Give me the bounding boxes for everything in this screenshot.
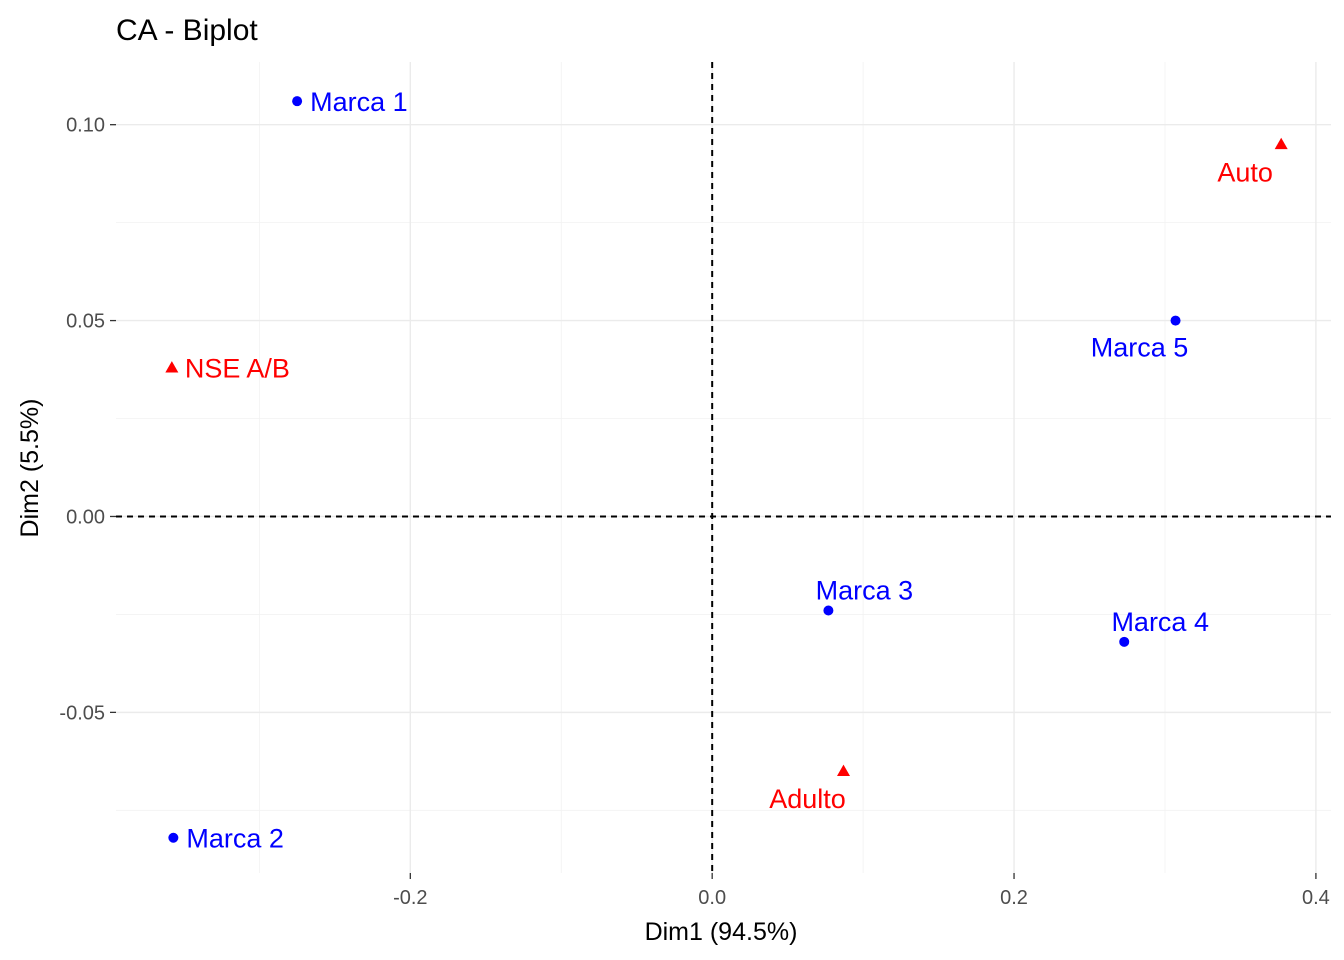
y-tick-label: 0.05 bbox=[66, 311, 105, 333]
point-circle bbox=[1170, 315, 1181, 326]
reference-lines bbox=[116, 62, 1331, 873]
point-triangle bbox=[1274, 137, 1288, 150]
point-triangle bbox=[165, 361, 179, 373]
x-tick-label: 0.4 bbox=[1302, 887, 1330, 909]
point-circle bbox=[292, 96, 303, 107]
y-tick-label: 0.10 bbox=[66, 115, 105, 137]
point-labels: Marca 1 Marca 2 Marca 3 Marca 4 Marca 5 NSE A… bbox=[185, 87, 1273, 854]
axis-ticks: -0.2 0.0 0.2 0.4 -0.05 0.00 0.05 0.10 bbox=[59, 115, 1329, 909]
point-triangle bbox=[836, 764, 850, 777]
y-tick-label: 0.00 bbox=[66, 506, 105, 528]
data-points bbox=[165, 96, 1288, 843]
grid-lines bbox=[116, 62, 1331, 873]
point-label: Marca 2 bbox=[186, 824, 284, 854]
x-tick-label: 0.0 bbox=[698, 887, 726, 909]
point-label: Marca 4 bbox=[1111, 607, 1209, 637]
chart-title: CA - Biplot bbox=[116, 14, 258, 47]
point-label: Marca 1 bbox=[310, 87, 408, 117]
point-circle bbox=[823, 605, 834, 616]
x-axis-title: Dim1 (94.5%) bbox=[645, 918, 798, 946]
x-tick-label: -0.2 bbox=[393, 887, 427, 909]
point-label: Auto bbox=[1217, 157, 1273, 187]
point-label: NSE A/B bbox=[185, 354, 290, 384]
point-circle bbox=[168, 832, 179, 843]
point-label: Marca 5 bbox=[1091, 333, 1189, 363]
point-circle bbox=[1119, 636, 1130, 647]
y-tick-label: -0.05 bbox=[59, 702, 105, 724]
y-axis-title: Dim2 (5.5%) bbox=[16, 399, 44, 538]
point-label: Marca 3 bbox=[816, 576, 914, 606]
x-tick-label: 0.2 bbox=[1000, 887, 1028, 909]
point-label: Adulto bbox=[769, 784, 846, 814]
